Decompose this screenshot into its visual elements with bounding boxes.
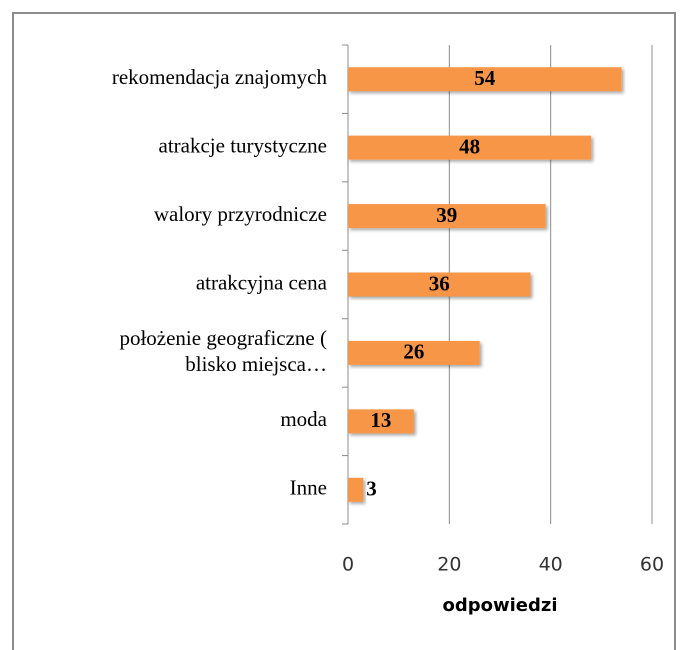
data-label: 39: [436, 203, 457, 227]
y-tick-label: atrakcje turystyczne: [159, 133, 328, 157]
data-label: 3: [366, 477, 377, 501]
x-tick-label: 40: [539, 554, 563, 576]
data-label: 26: [403, 340, 424, 364]
bar: [348, 477, 364, 502]
bar: [348, 204, 546, 229]
data-label: 13: [370, 408, 391, 432]
y-tick-label: atrakcyjna cena: [196, 270, 328, 294]
data-label: 54: [474, 66, 496, 90]
data-label: 36: [429, 271, 450, 295]
x-tick-label: 20: [437, 554, 461, 576]
y-tick-label: Inne: [290, 476, 327, 500]
y-tick-label: położenie geograficzne (blisko miejsca…: [119, 326, 327, 376]
x-tick-label: 60: [640, 554, 664, 576]
bar: [348, 67, 622, 92]
y-tick-label: rekomendacja znajomych: [112, 65, 328, 89]
frame: [12, 12, 676, 650]
x-tick-label: 0: [342, 554, 354, 576]
bar: [348, 135, 592, 160]
y-tick-label: moda: [280, 407, 327, 431]
data-label: 48: [459, 134, 480, 158]
bar: [348, 409, 414, 434]
x-axis-label: odpowiedzi: [442, 595, 557, 616]
bar: [348, 272, 531, 297]
bar: [348, 340, 480, 365]
y-tick-label: walory przyrodnicze: [154, 202, 327, 226]
